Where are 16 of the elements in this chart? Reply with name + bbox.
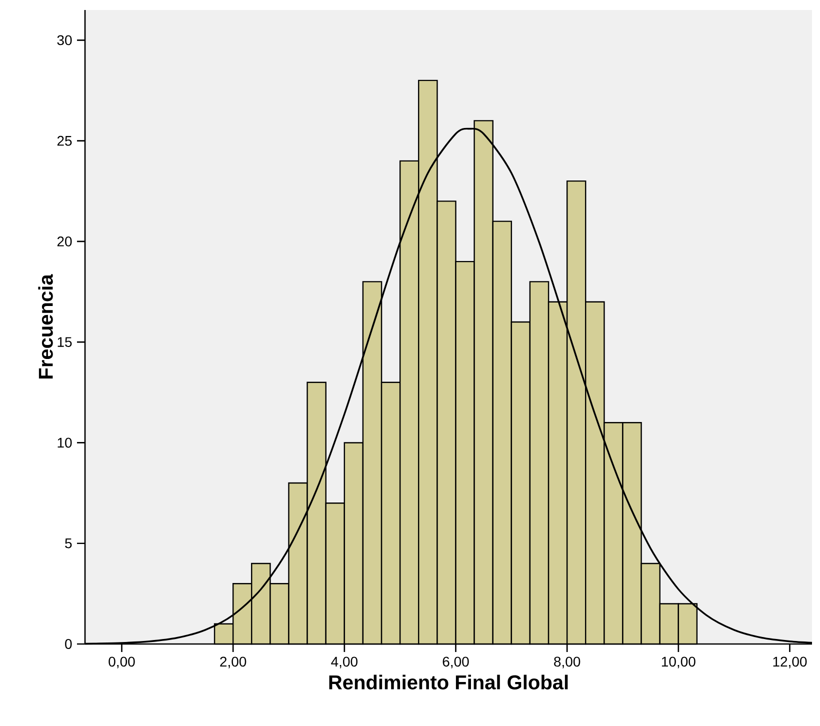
x-tick-label: 10,00 [662,656,696,668]
y-tick-label: 5 [65,538,72,548]
x-tick-label: 4,00 [331,656,358,668]
y-tick-label: 10 [58,438,72,448]
y-tick-label: 30 [57,35,72,46]
y-tick-label: 15 [58,337,72,347]
x-tick-label: 0,00 [108,656,135,668]
x-tick-label: 8,00 [554,656,580,668]
y-tick-label: 0 [65,639,72,649]
x-tick-label: 6,00 [442,656,469,668]
x-tick-label: 2,00 [220,656,246,668]
y-tick-label: 25 [57,136,72,146]
y-tick-label: 20 [57,236,72,246]
x-axis-title: Rendimiento Final Global [329,674,568,690]
x-tick-label: 12,00 [773,656,807,668]
y-axis-title: Frecuencia [38,274,53,378]
